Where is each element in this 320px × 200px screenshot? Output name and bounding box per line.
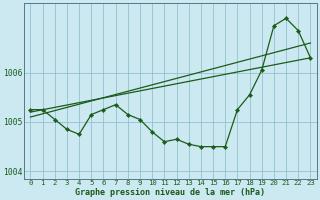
X-axis label: Graphe pression niveau de la mer (hPa): Graphe pression niveau de la mer (hPa): [76, 188, 266, 197]
